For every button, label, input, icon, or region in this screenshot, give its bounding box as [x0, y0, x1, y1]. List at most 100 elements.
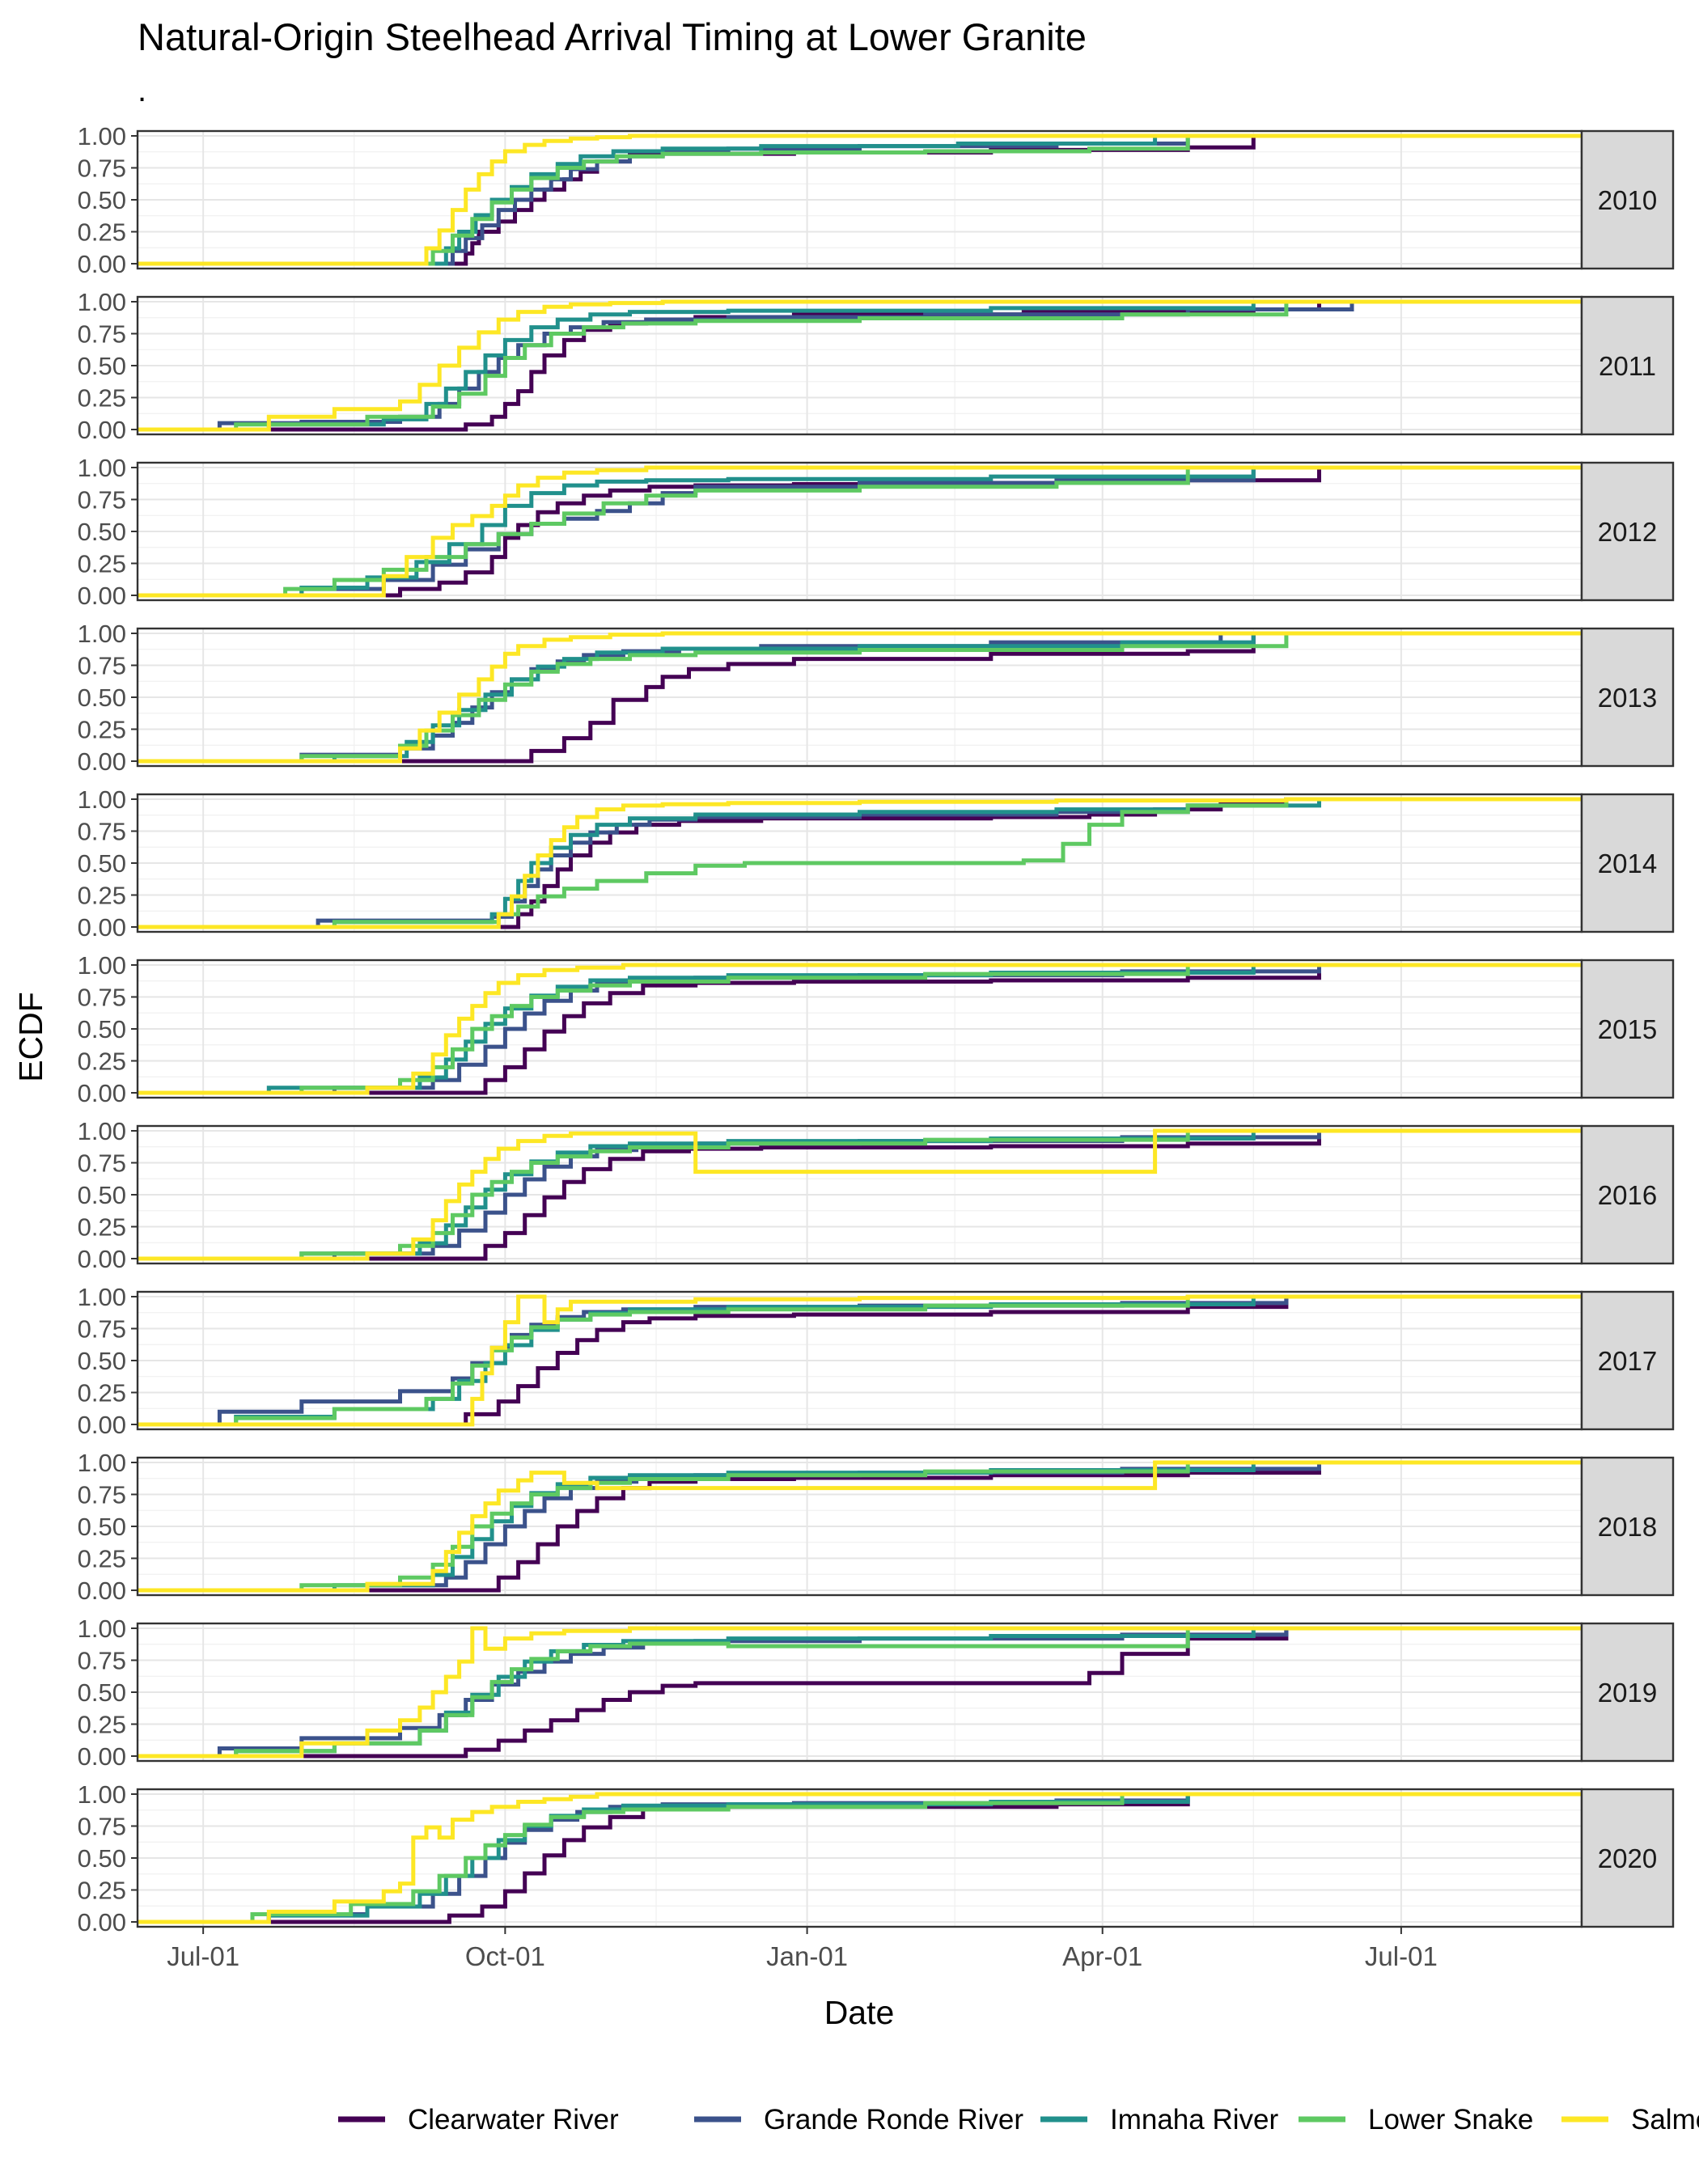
legend-item-imnaha-river: Imnaha River — [1040, 2104, 1278, 2135]
legend-label: Grande Ronde River — [764, 2104, 1023, 2135]
y-tick-label: 0.25 — [78, 1545, 126, 1573]
facet-label: 2014 — [1598, 849, 1657, 878]
y-tick-label: 0.25 — [78, 550, 126, 578]
series-line-lower-snake — [138, 1626, 1582, 1759]
x-tick-label: Apr-01 — [1062, 1941, 1142, 1971]
y-axis-label: ECDF — [12, 992, 49, 1082]
y-tick-label: 1.00 — [78, 1117, 126, 1145]
x-axis: Jul-01 Oct-01 Jan-01 Apr-01 Jul-01 — [167, 1927, 1438, 1971]
y-tick-label: 0.75 — [78, 1149, 126, 1178]
facet-label: 2017 — [1598, 1346, 1657, 1376]
series-line-lower-snake — [138, 465, 1582, 598]
facet-panel-2019: 0.00 0.25 0.50 0.75 1.00 2019 — [78, 1615, 1675, 1771]
y-tick-label: 0.00 — [78, 1742, 126, 1771]
y-tick-label: 1.00 — [78, 1780, 126, 1809]
y-tick-label: 1.00 — [78, 1283, 126, 1311]
facet-label: 2010 — [1598, 185, 1657, 215]
series-line-lower-snake — [138, 1792, 1582, 1924]
y-tick-label: 0.25 — [78, 1379, 126, 1407]
y-tick-label: 0.25 — [78, 384, 126, 413]
facet-panel-2020: 0.00 0.25 0.50 0.75 1.00 2020 — [78, 1780, 1675, 1936]
series-line-clearwater-river — [138, 1128, 1582, 1261]
y-tick-label: 0.00 — [78, 1245, 126, 1273]
y-tick-label: 0.25 — [78, 1877, 126, 1905]
facet-label: 2015 — [1598, 1014, 1657, 1044]
legend-label: Lower Snake — [1368, 2104, 1533, 2135]
x-tick-label: Oct-01 — [465, 1941, 545, 1971]
y-tick-label: 0.00 — [78, 582, 126, 610]
y-tick-label: 1.00 — [78, 122, 126, 150]
y-tick-label: 0.50 — [78, 518, 126, 546]
y-tick-label: 0.75 — [78, 652, 126, 680]
series-line-lower-snake — [138, 299, 1582, 432]
y-tick-label: 0.00 — [78, 250, 126, 278]
y-tick-label: 0.00 — [78, 1577, 126, 1605]
facet-strip — [1580, 1290, 1675, 1431]
series-line-salmon-river — [138, 465, 1582, 598]
y-tick-label: 1.00 — [78, 1449, 126, 1477]
facet-panel-2016: 0.00 0.25 0.50 0.75 1.00 2016 — [78, 1117, 1675, 1273]
facet-panel-2013: 0.00 0.25 0.50 0.75 1.00 2013 — [78, 620, 1675, 776]
facet-label: 2013 — [1598, 683, 1657, 713]
legend-label: Salmon River — [1631, 2104, 1699, 2135]
series-line-salmon-river — [138, 797, 1582, 929]
series-line-lower-snake — [138, 797, 1582, 929]
series-line-clearwater-river — [138, 631, 1582, 764]
y-tick-label: 0.25 — [78, 882, 126, 910]
y-tick-label: 0.50 — [78, 1513, 126, 1541]
legend-item-grande-ronde-river: Grande Ronde River — [694, 2104, 1023, 2135]
facet-strip — [1580, 461, 1675, 602]
x-tick-label: Jan-01 — [766, 1941, 848, 1971]
facet-strip — [1580, 1622, 1675, 1763]
y-tick-label: 0.00 — [78, 1908, 126, 1936]
y-tick-label: 0.25 — [78, 218, 126, 247]
y-tick-label: 0.50 — [78, 1844, 126, 1873]
chart-title: Natural-Origin Steelhead Arrival Timing … — [138, 15, 1087, 58]
facet-panel-2014: 0.00 0.25 0.50 0.75 1.00 2014 — [78, 785, 1675, 942]
facet-label: 2011 — [1599, 351, 1656, 381]
y-tick-label: 1.00 — [78, 785, 126, 814]
series-line-clearwater-river — [138, 963, 1582, 1095]
series-line-salmon-river — [138, 963, 1582, 1095]
legend-item-salmon-river: Salmon River — [1561, 2104, 1699, 2135]
x-tick-label: Jul-01 — [167, 1941, 239, 1971]
series-line-salmon-river — [138, 1460, 1582, 1593]
facet-strip — [1580, 627, 1675, 768]
series-line-lower-snake — [138, 631, 1582, 764]
y-tick-label: 1.00 — [78, 454, 126, 482]
y-tick-label: 0.50 — [78, 1347, 126, 1375]
facet-label: 2019 — [1598, 1678, 1657, 1708]
y-tick-label: 1.00 — [78, 1615, 126, 1643]
y-tick-label: 0.75 — [78, 154, 126, 183]
y-tick-label: 0.75 — [78, 1647, 126, 1675]
y-tick-label: 0.50 — [78, 1678, 126, 1707]
y-tick-label: 0.00 — [78, 1079, 126, 1107]
y-tick-label: 1.00 — [78, 288, 126, 316]
facet-panel-2010: 0.00 0.25 0.50 0.75 1.00 2010 — [78, 122, 1675, 278]
series-line-salmon-river — [138, 631, 1582, 764]
y-tick-label: 0.50 — [78, 1181, 126, 1209]
y-tick-label: 0.25 — [78, 1213, 126, 1242]
y-tick-label: 0.00 — [78, 747, 126, 776]
panels-layer: 0.00 0.25 0.50 0.75 1.00 2010 0.00 0.25 0.50 0.75… — [78, 122, 1675, 1936]
series-line-clearwater-river — [138, 1792, 1582, 1924]
facet-strip — [1580, 129, 1675, 270]
y-tick-label: 0.75 — [78, 1315, 126, 1344]
y-tick-label: 0.25 — [78, 1711, 126, 1739]
legend-label: Clearwater River — [408, 2104, 619, 2135]
y-tick-label: 0.00 — [78, 416, 126, 444]
series-line-salmon-river — [138, 1294, 1582, 1427]
facet-panel-2011: 0.00 0.25 0.50 0.75 1.00 2011 — [78, 288, 1675, 444]
series-line-lower-snake — [138, 1460, 1582, 1593]
chart-subtitle: . — [138, 73, 146, 108]
series-line-salmon-river — [138, 133, 1582, 266]
series-line-salmon-river — [138, 299, 1582, 432]
series-line-lower-snake — [138, 963, 1582, 1095]
y-tick-label: 0.75 — [78, 984, 126, 1012]
series-line-lower-snake — [138, 1294, 1582, 1427]
y-tick-label: 0.25 — [78, 716, 126, 744]
facet-label: 2016 — [1598, 1180, 1657, 1210]
facet-panel-2017: 0.00 0.25 0.50 0.75 1.00 2017 — [78, 1283, 1675, 1439]
